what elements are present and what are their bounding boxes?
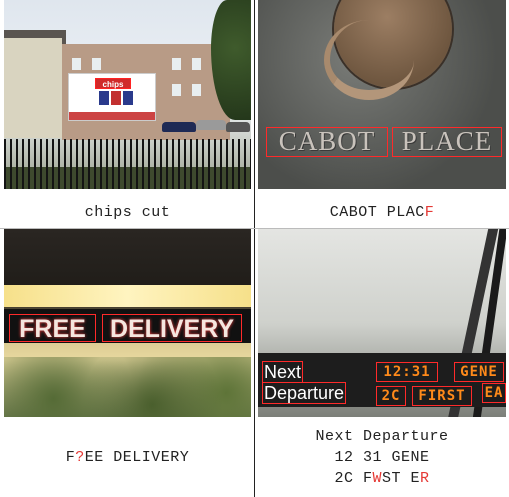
photo-street-billboard: chips cut (4, 0, 251, 189)
horizontal-divider (0, 228, 509, 229)
detected-word-box: Departure (262, 382, 347, 404)
caption-panel-4: Next Departure 12 31 GENE 2C FWST ER (258, 426, 506, 489)
billboard: chips cut (68, 73, 156, 121)
caption-line: 12 31 GENE (258, 447, 506, 468)
caption-line: 2C FWST ER (258, 468, 506, 489)
detected-word-box: EA (482, 383, 506, 403)
caption-error-char: F (424, 204, 435, 221)
chip-packet (99, 91, 109, 105)
window (172, 58, 181, 70)
billboard-band (69, 112, 155, 120)
caption-panel-3: F?EE DELIVERY (4, 447, 251, 468)
chip-packet (111, 91, 121, 105)
caption-text: 2C F (334, 470, 373, 487)
photo-cabot-place-plaque: CABOT PLACE (258, 0, 506, 189)
caption-panel-1: chips cut (4, 202, 251, 223)
caption-text: F (65, 449, 76, 466)
caption-error-char: W (372, 470, 382, 487)
detected-word-box: DELIVERY (102, 314, 242, 343)
tree (211, 0, 251, 120)
chip-packet (123, 91, 133, 105)
photo-free-delivery-sign: FREE DELIVERY (4, 229, 251, 417)
iron-fence (4, 139, 251, 189)
caption-text: 12 31 GENE (334, 449, 430, 466)
caption-line: Next Departure (258, 426, 506, 447)
detected-word-box: 2C (376, 386, 406, 406)
vertical-divider (254, 0, 255, 497)
window (72, 58, 81, 70)
billboard-text-box: chips cut (95, 78, 131, 100)
caption-text: EE DELIVERY (84, 449, 190, 466)
window (192, 84, 201, 96)
house (4, 38, 62, 138)
caption-text: ST E (382, 470, 421, 487)
caption-panel-2: CABOT PLACF (258, 202, 506, 223)
photo-departure-board: Next Departure 12:31 GENE 2C FIRST EA (258, 229, 506, 417)
car (162, 122, 196, 132)
trees (4, 357, 251, 417)
ceiling-light (4, 285, 251, 307)
detected-word-box: GENE (454, 362, 504, 382)
detected-word-box: Next (262, 361, 304, 383)
caption-text: CABOT PLAC (329, 204, 425, 221)
detected-word-box: CABOT (266, 127, 388, 157)
car (226, 122, 250, 132)
window (192, 58, 201, 70)
caption-error-char: R (420, 470, 430, 487)
crescent-relief (324, 20, 414, 100)
caption-text: chips cut (84, 204, 171, 221)
detected-word-box: FREE (9, 314, 96, 343)
detected-word-box: FIRST (412, 386, 472, 406)
caption-error-char: ? (75, 449, 85, 466)
detected-word-box: PLACE (392, 127, 502, 157)
window (92, 58, 101, 70)
window (172, 84, 181, 96)
detected-word-box: 12:31 (376, 362, 438, 382)
car (196, 120, 226, 130)
caption-text: Next Departure (315, 428, 449, 445)
